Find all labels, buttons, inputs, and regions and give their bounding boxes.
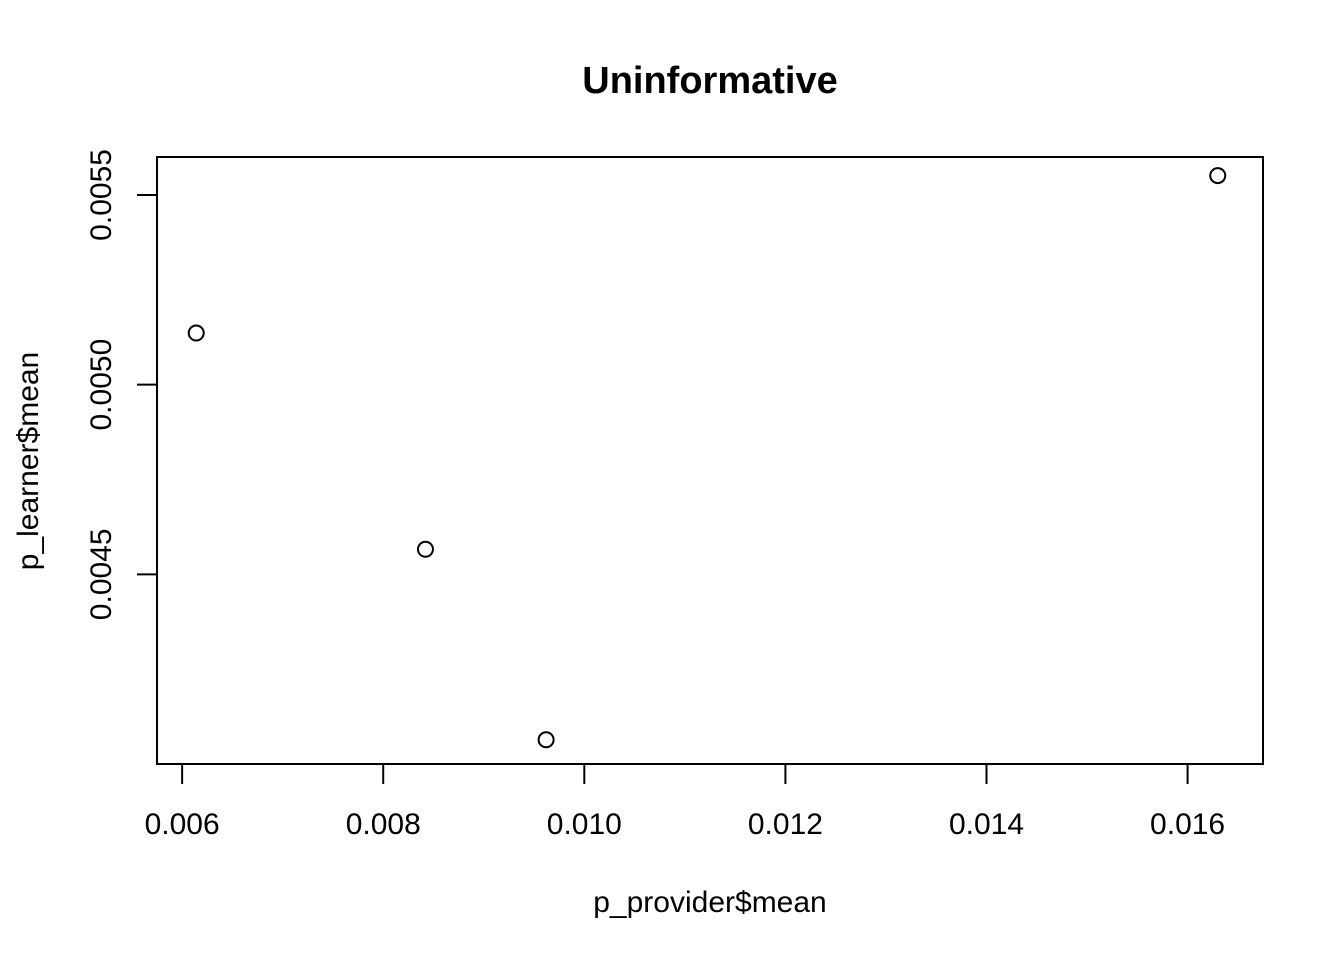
y-axis: 0.0045 0.0050 0.0055 bbox=[85, 149, 158, 620]
data-point bbox=[537, 731, 555, 749]
x-tick-label: 0.016 bbox=[1150, 808, 1225, 841]
data-point bbox=[416, 540, 434, 558]
data-points bbox=[187, 167, 1227, 749]
x-axis: 0.006 0.008 0.010 0.012 0.014 0.016 bbox=[145, 763, 1225, 841]
plot-frame bbox=[156, 156, 1264, 765]
chart-title: Uninformative bbox=[582, 60, 837, 102]
x-tick-label: 0.010 bbox=[547, 808, 622, 841]
data-point bbox=[187, 324, 205, 342]
x-tick-label: 0.008 bbox=[346, 808, 421, 841]
data-point bbox=[1209, 167, 1227, 185]
x-tick-label: 0.014 bbox=[949, 808, 1024, 841]
y-tick-label: 0.0050 bbox=[85, 339, 118, 431]
x-axis-label: p_provider$mean bbox=[593, 886, 826, 919]
x-tick-label: 0.006 bbox=[145, 808, 220, 841]
y-tick-label: 0.0045 bbox=[85, 528, 118, 620]
x-tick-label: 0.012 bbox=[748, 808, 823, 841]
y-axis-label: p_learner$mean bbox=[12, 352, 45, 570]
y-tick-label: 0.0055 bbox=[85, 149, 118, 241]
